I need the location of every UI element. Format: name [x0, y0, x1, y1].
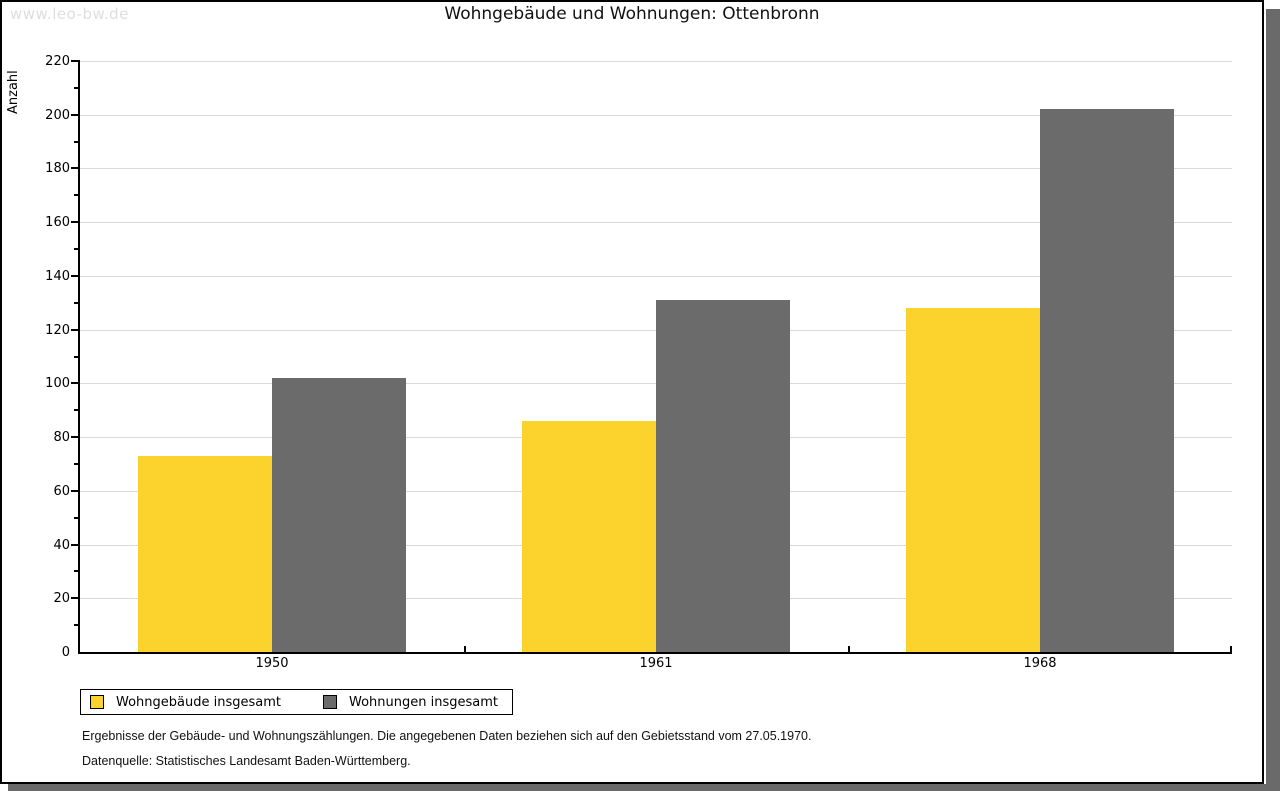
gridline [80, 275, 1232, 277]
y-tick-label: 20 [53, 591, 70, 607]
y-tick-minor [74, 462, 78, 465]
x-category-label: 1968 [1023, 656, 1057, 671]
plot-area: 0 20 40 60 80 100 120 140 160 180 200 220 1950 1961 19… [45, 54, 1232, 671]
y-tick-label: 40 [53, 537, 70, 553]
y-tick-major [71, 436, 78, 439]
y-axis-line [78, 60, 80, 654]
y-tick-label: 140 [45, 268, 70, 284]
y-tick-label: 60 [53, 483, 70, 499]
y-tick-minor [74, 570, 78, 573]
legend-label-wohnungen: Wohnungen insgesamt [349, 694, 498, 710]
watermark: www.leo-bw.de [10, 5, 129, 23]
bar-wohnungen [272, 378, 406, 652]
bar-wohnungen [1040, 109, 1174, 652]
gridline [80, 114, 1232, 116]
legend: Wohngebäude insgesamt Wohnungen insgesam… [80, 689, 513, 715]
gridline [80, 168, 1232, 170]
y-tick-minor [74, 516, 78, 519]
y-tick-minor [74, 355, 78, 358]
page-shadow-right [1266, 9, 1280, 791]
x-axis-line [78, 652, 1232, 654]
y-tick-label: 200 [45, 107, 70, 123]
y-tick-label: 180 [45, 161, 70, 177]
y-tick-major [71, 167, 78, 170]
y-axis-title: Anzahl [6, 70, 21, 114]
legend-label-wohngebaeude: Wohngebäude insgesamt [116, 694, 281, 710]
footnote-note: Ergebnisse der Gebäude- und Wohnungszähl… [82, 729, 812, 743]
bar-wohngebaeude [522, 421, 656, 652]
bar-wohngebaeude [906, 308, 1040, 652]
y-tick-major [71, 274, 78, 277]
x-tick [1230, 646, 1232, 652]
y-tick-minor [74, 248, 78, 251]
y-tick-minor [74, 301, 78, 304]
y-tick-major [71, 328, 78, 331]
chart-title: Wohngebäude und Wohnungen: Ottenbronn [444, 4, 820, 24]
bar-wohngebaeude [138, 456, 272, 652]
legend-swatch-wohngebaeude [90, 695, 104, 709]
legend-item-wohnungen: Wohnungen insgesamt [323, 695, 498, 710]
y-tick-minor [74, 140, 78, 143]
y-tick-label: 80 [53, 430, 70, 446]
y-tick-label: 120 [45, 322, 70, 338]
gridline [80, 61, 1232, 62]
y-tick-minor [74, 86, 78, 89]
x-tick [464, 646, 466, 652]
x-category-label: 1950 [255, 656, 289, 671]
y-tick-major [71, 489, 78, 492]
page-shadow-bottom [8, 784, 1280, 791]
y-tick-major [71, 221, 78, 224]
y-tick-minor [74, 624, 78, 627]
y-tick-major [71, 60, 78, 62]
y-tick-label: 100 [45, 376, 70, 392]
chart-page: www.leo-bw.de Wohngebäude und Wohnungen:… [0, 0, 1264, 784]
y-tick-minor [74, 409, 78, 412]
y-tick-minor [74, 194, 78, 197]
legend-swatch-wohnungen [323, 695, 337, 709]
gridline [80, 222, 1232, 224]
x-category-label: 1961 [639, 656, 673, 671]
y-tick-label: 0 [61, 645, 70, 660]
legend-item-wohngebaeude: Wohngebäude insgesamt [90, 695, 281, 710]
y-tick-major [71, 382, 78, 385]
footnote-source: Datenquelle: Statistisches Landesamt Bad… [82, 754, 411, 768]
x-tick [848, 646, 850, 652]
y-tick-major [71, 597, 78, 600]
y-tick-label: 160 [45, 215, 70, 231]
y-tick-major [71, 543, 78, 546]
bar-wohnungen [656, 300, 790, 652]
y-tick-major [71, 113, 78, 116]
y-tick-label: 220 [45, 54, 70, 69]
